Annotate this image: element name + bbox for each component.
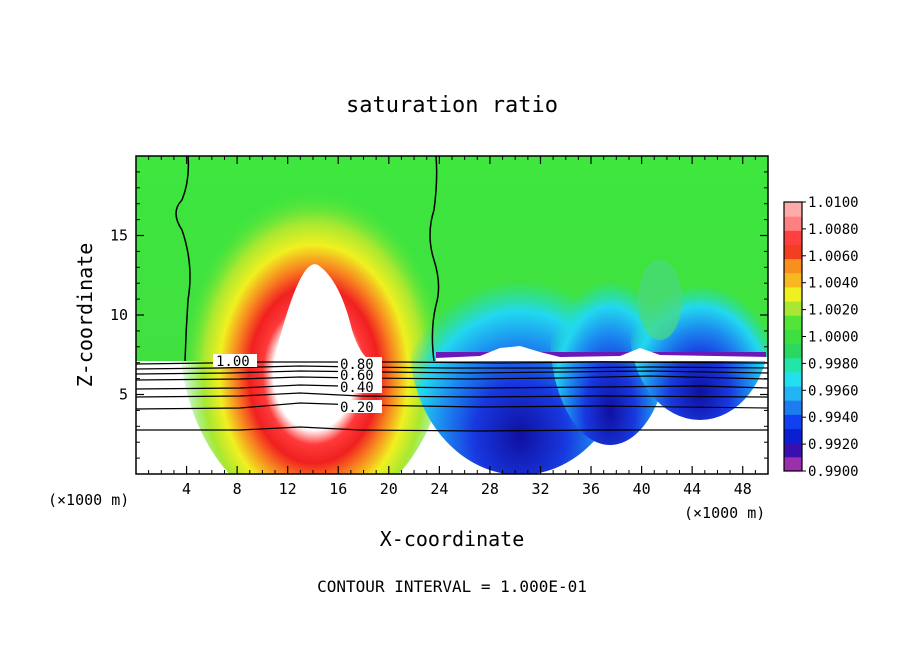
colorbar-label: 1.0020 [808, 303, 859, 319]
x-tick-label: 32 [531, 480, 549, 498]
colorbar-label: 1.0060 [808, 249, 859, 265]
colorbar-swatch [784, 371, 802, 387]
x-axis-label: X-coordinate [380, 527, 525, 551]
x-axis-unit-left: (×1000 m) [48, 491, 129, 509]
colorbar-label: 0.9960 [808, 383, 859, 399]
colorbar-label: 0.9980 [808, 356, 859, 372]
colorbar-swatch [784, 258, 802, 274]
x-tick-label: 28 [481, 480, 499, 498]
y-tick-label: 10 [110, 306, 128, 324]
chart-title: saturation ratio [346, 93, 558, 118]
x-tick-label: 8 [233, 480, 242, 498]
colorbar-swatch [784, 301, 802, 316]
colorbar-swatch [784, 442, 802, 458]
x-axis-ticks: 4 8 12 16 20 24 28 32 36 40 44 48 [148, 156, 756, 498]
colorbar-swatch [784, 456, 802, 472]
contour-interval: CONTOUR INTERVAL = 1.000E-01 [317, 577, 587, 596]
x-tick-label: 40 [633, 480, 651, 498]
x-tick-label: 20 [380, 480, 398, 498]
colorbar-swatch [784, 414, 802, 430]
x-tick-label: 16 [329, 480, 347, 498]
colorbar-label: 0.9920 [808, 437, 859, 453]
colorbar-swatch [784, 286, 802, 302]
colorbar-label: 0.9940 [808, 410, 859, 426]
colorbar-swatch [784, 386, 802, 401]
x-tick-label: 44 [683, 480, 701, 498]
colorbar-swatch [784, 400, 802, 415]
contour-label-020: 0.20 [340, 400, 374, 416]
colorbar-swatch [784, 329, 802, 345]
y-axis-label: Z-coordinate [73, 243, 97, 388]
colorbar-label: 1.0100 [808, 195, 859, 211]
y-tick-label: 5 [119, 386, 128, 404]
x-axis-unit-right: (×1000 m) [684, 504, 765, 522]
colorbar-swatch [784, 315, 802, 330]
x-tick-label: 12 [279, 480, 297, 498]
y-axis-ticks: 5 10 15 [110, 171, 768, 459]
colorbar-label: 1.0000 [808, 330, 859, 346]
colorbar-label: 0.9900 [808, 464, 859, 480]
y-tick-label: 15 [110, 227, 128, 245]
colorbar-swatch [784, 216, 802, 231]
heatmap-field: 1.00 0.80 0.60 0.40 0.20 [136, 156, 768, 474]
x-tick-label: 48 [734, 480, 752, 498]
colorbar-swatch [784, 357, 802, 373]
colorbar-swatch [784, 202, 802, 217]
colorbar-swatch [784, 428, 802, 444]
colorbar-swatch [784, 244, 802, 260]
colorbar: 1.0100 1.0080 1.0060 1.0040 1.0020 1.0000 0.99… [783, 195, 859, 480]
x-tick-label: 4 [182, 480, 191, 498]
contour-label-080: 0.80 [340, 357, 374, 373]
x-tick-label: 24 [430, 480, 448, 498]
colorbar-label: 1.0080 [808, 222, 859, 238]
contour-label-100: 1.00 [216, 354, 250, 370]
colorbar-label: 1.0040 [808, 276, 859, 292]
colorbar-swatch [784, 230, 802, 245]
colorbar-swatch [784, 343, 802, 359]
colorbar-swatch [784, 272, 802, 288]
contour-label-040: 0.40 [340, 380, 374, 396]
x-tick-label: 36 [582, 480, 600, 498]
